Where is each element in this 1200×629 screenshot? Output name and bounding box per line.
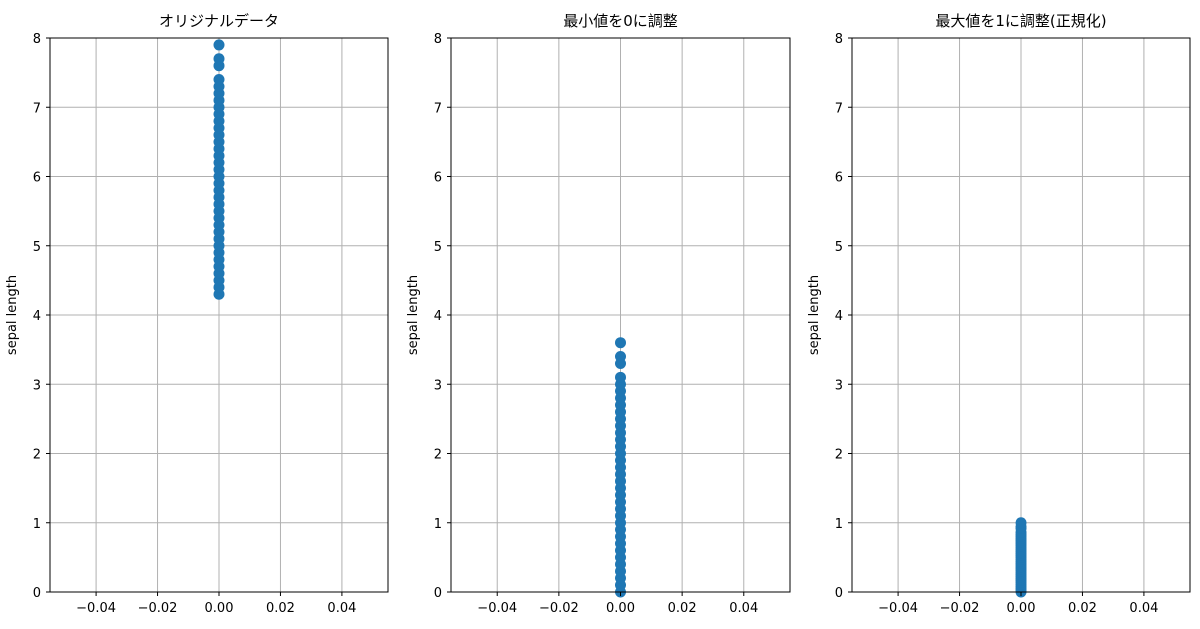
x-tick-label: 0.04 <box>729 601 758 616</box>
data-point <box>213 53 225 65</box>
y-tick-label: 0 <box>835 586 843 601</box>
y-tick-label: 4 <box>33 309 41 324</box>
x-tick-label: −0.02 <box>539 601 579 616</box>
y-tick-label: 1 <box>33 517 41 532</box>
y-tick-label: 8 <box>33 32 41 47</box>
data-point <box>213 74 225 86</box>
x-tick-label: 0.00 <box>205 601 234 616</box>
y-tick-label: 0 <box>33 586 41 601</box>
x-tick-label: 0.04 <box>1129 601 1158 616</box>
chart-panel-1: −0.04 −0.02 0.00 0.02 0.04 0 1 2 3 4 5 6 7 8 オリジナルデータ s… <box>5 12 389 616</box>
y-tick-label: 2 <box>434 448 442 463</box>
x-tick-label: −0.04 <box>76 601 116 616</box>
y-tick-label: 5 <box>835 240 843 255</box>
x-tick-label: −0.02 <box>940 601 980 616</box>
x-tick-label: 0.04 <box>327 601 356 616</box>
y-tick-label: 2 <box>33 448 41 463</box>
y-axis-label: sepal length <box>406 275 421 355</box>
data-point <box>615 337 626 349</box>
chart-panel-2: −0.04 −0.02 0.00 0.02 0.04 0 1 2 3 4 5 6 7 8 最小値を0に調整 s… <box>406 12 791 616</box>
x-tick-label: −0.04 <box>477 601 517 616</box>
y-tick-label: 1 <box>835 517 843 532</box>
y-tick-label: 7 <box>33 101 41 116</box>
data-point <box>213 39 225 51</box>
y-tick-label: 0 <box>434 586 442 601</box>
y-tick-label: 2 <box>835 448 843 463</box>
x-tick-label: −0.02 <box>138 601 178 616</box>
y-tick-label: 8 <box>835 32 843 47</box>
x-tick-label: 0.00 <box>1007 601 1036 616</box>
y-tick-label: 6 <box>434 171 442 186</box>
data-point <box>1015 517 1027 529</box>
y-tick-label: 3 <box>434 378 442 393</box>
chart-title: オリジナルデータ <box>159 12 279 30</box>
y-axis-label: sepal length <box>807 275 822 355</box>
chart-panel-3: −0.04 −0.02 0.00 0.02 0.04 0 1 2 3 4 5 6 7 8 最大値を1に調整(… <box>807 12 1191 616</box>
y-tick-label: 4 <box>835 309 843 324</box>
data-point <box>615 351 626 363</box>
y-tick-label: 3 <box>835 378 843 393</box>
x-tick-label: 0.00 <box>606 601 635 616</box>
x-tick-label: 0.02 <box>1068 601 1097 616</box>
data-point <box>615 371 626 383</box>
y-tick-label: 3 <box>33 378 41 393</box>
chart-title: 最小値を0に調整 <box>563 12 678 30</box>
y-axis-label: sepal length <box>5 275 20 355</box>
y-tick-label: 6 <box>33 171 41 186</box>
x-tick-label: 0.02 <box>266 601 295 616</box>
y-tick-label: 1 <box>434 517 442 532</box>
y-tick-label: 5 <box>434 240 442 255</box>
y-tick-label: 7 <box>835 101 843 116</box>
y-tick-label: 5 <box>33 240 41 255</box>
y-tick-label: 6 <box>835 171 843 186</box>
x-tick-label: 0.02 <box>668 601 697 616</box>
y-tick-label: 4 <box>434 309 442 324</box>
chart-title: 最大値を1に調整(正規化) <box>935 12 1106 30</box>
y-tick-label: 8 <box>434 32 442 47</box>
x-tick-label: −0.04 <box>878 601 918 616</box>
y-tick-label: 7 <box>434 101 442 116</box>
